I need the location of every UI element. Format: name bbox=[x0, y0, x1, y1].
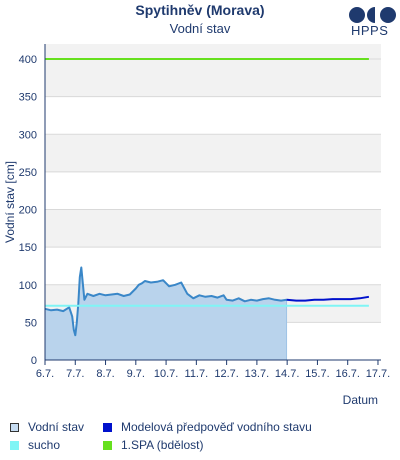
plot-band bbox=[45, 44, 381, 60]
water-level-chart: 0 50 100 150 200 250 300 350 400 6.7. 7.7. 8.7. 9.7.… bbox=[3, 44, 390, 407]
x-tick-label: 13.7. bbox=[245, 368, 269, 380]
legend-label: Modelová předpověď vodního stavu bbox=[121, 420, 312, 434]
legend-swatch bbox=[103, 440, 112, 450]
logo-text: HPPS bbox=[351, 23, 389, 38]
y-tick-label: 200 bbox=[19, 205, 37, 217]
chart-legend: Vodní stav Modelová předpověď vodního sta… bbox=[0, 414, 400, 460]
legend-item-drought: sucho bbox=[10, 438, 60, 452]
legend-item-forecast: Modelová předpověď vodního stavu bbox=[103, 420, 312, 434]
y-tick-label: 250 bbox=[19, 167, 37, 179]
y-tick-label: 350 bbox=[19, 92, 37, 104]
y-tick-label: 0 bbox=[31, 355, 37, 367]
x-tick-label: 7.7. bbox=[66, 368, 84, 380]
observed-line bbox=[44, 266, 287, 337]
x-tick-label: 17.7. bbox=[366, 368, 390, 380]
y-tick-label: 50 bbox=[25, 317, 37, 329]
forecast-line bbox=[286, 295, 370, 302]
legend-item-observed: Vodní stav bbox=[10, 420, 84, 434]
legend-label: Vodní stav bbox=[28, 420, 85, 434]
x-tick-label: 11.7. bbox=[185, 368, 209, 380]
x-axis-title: Datum bbox=[343, 393, 378, 407]
plot-band bbox=[45, 134, 381, 172]
y-tick-label: 150 bbox=[19, 242, 37, 254]
x-tick-label: 16.7. bbox=[335, 368, 359, 380]
y-axis-title: Vodní stav [cm] bbox=[3, 161, 17, 243]
plot-band bbox=[45, 209, 381, 248]
x-tick-label: 15.7. bbox=[305, 368, 329, 380]
x-tick-label: 8.7. bbox=[96, 368, 114, 380]
legend-item-spa1: 1.SPA (bdělost) bbox=[103, 438, 204, 452]
axes-layer: 0 50 100 150 200 250 300 350 400 6.7. 7.7. 8.7. 9.7.… bbox=[3, 44, 390, 407]
x-tick-label: 6.7. bbox=[36, 368, 54, 380]
observed-area bbox=[45, 267, 287, 360]
x-tick-label: 14.7. bbox=[275, 368, 299, 380]
y-tick-label: 300 bbox=[19, 129, 37, 141]
chart-subtitle: Vodní stav bbox=[169, 21, 231, 36]
y-tick-label: 100 bbox=[19, 280, 37, 292]
legend-label: 1.SPA (bdělost) bbox=[121, 438, 204, 452]
legend-swatch bbox=[103, 422, 112, 432]
hpps-logo-icon bbox=[349, 7, 396, 23]
series-layer bbox=[44, 58, 370, 360]
legend-label: sucho bbox=[28, 438, 61, 452]
y-tick-label: 400 bbox=[19, 54, 37, 66]
legend-swatch bbox=[10, 422, 19, 432]
legend-swatch bbox=[10, 440, 19, 450]
plot-band bbox=[45, 59, 381, 97]
x-tick-label: 10.7. bbox=[154, 368, 178, 380]
x-tick-label: 12.7. bbox=[214, 368, 238, 380]
x-tick-label: 9.7. bbox=[127, 368, 145, 380]
chart-title: Spytihněv (Morava) bbox=[135, 2, 265, 18]
plot-bands bbox=[45, 44, 381, 323]
